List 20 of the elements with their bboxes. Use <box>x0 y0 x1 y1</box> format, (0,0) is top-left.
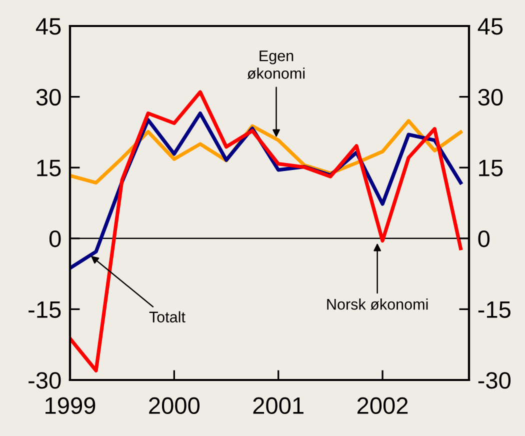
y-tick-label: 0 <box>49 230 61 248</box>
x-tick-label: 1999 <box>46 397 96 414</box>
y2-tick-label: -30 <box>478 372 511 389</box>
y2-tick-label: 45 <box>478 18 503 35</box>
y-tick-label: -15 <box>28 302 61 318</box>
x-tick-label: 2002 <box>357 397 408 414</box>
y2-tick-label: -15 <box>478 302 510 318</box>
annotation: Norsk økonomi <box>327 298 428 310</box>
y-tick-label: 45 <box>36 18 61 35</box>
y2-tick-label: 0 <box>478 230 490 248</box>
y-tick-label: 30 <box>36 88 61 106</box>
x-tick-label: 2001 <box>253 397 304 414</box>
y-tick-label: 15 <box>37 160 61 176</box>
y-tick-label: -30 <box>28 372 61 389</box>
y2-tick-label: 15 <box>479 160 503 176</box>
annotation: Egen økonomi <box>247 50 305 79</box>
x-tick-label: 2000 <box>149 397 200 414</box>
annotation: Totalt <box>149 311 186 322</box>
y2-tick-label: 30 <box>478 88 503 106</box>
line-series <box>70 90 462 372</box>
